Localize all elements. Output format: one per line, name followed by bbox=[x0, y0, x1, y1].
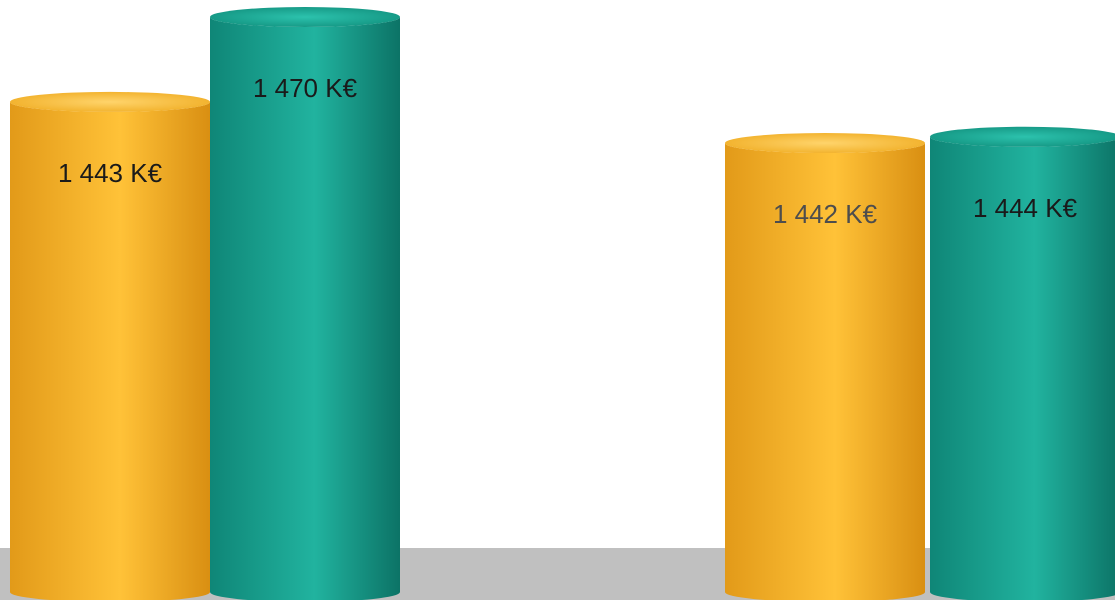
bar-0-0-body bbox=[10, 101, 210, 600]
bars-group: 1 443 K€ 1 470 K€ 1 442 K€ 1 444 K€ bbox=[10, 7, 1115, 600]
bar-0-0-top bbox=[10, 91, 210, 112]
bar-1-0-body bbox=[725, 143, 925, 600]
bar-0-1-top bbox=[210, 7, 400, 27]
bar-1-0-value-label: 1 442 K€ bbox=[773, 199, 878, 229]
bar-1-1-top bbox=[930, 126, 1115, 147]
bar-1-0-top bbox=[725, 133, 925, 154]
bar-0-0-value-label: 1 443 K€ bbox=[58, 158, 163, 188]
bar-0-1-body bbox=[210, 17, 400, 600]
bar-1-1-body bbox=[930, 136, 1115, 600]
bar-1-1-value-label: 1 444 K€ bbox=[973, 193, 1078, 223]
bar-0-1-value-label: 1 470 K€ bbox=[253, 73, 358, 103]
